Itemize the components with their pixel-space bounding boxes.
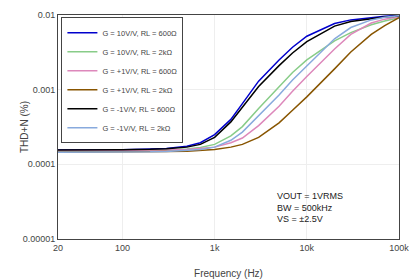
- svg-text:G = -1V/V, RL = 600Ω: G = -1V/V, RL = 600Ω: [102, 105, 175, 114]
- svg-text:THD+N (%): THD+N (%): [19, 101, 30, 153]
- svg-text:20: 20: [53, 243, 63, 253]
- svg-text:10k: 10k: [300, 243, 315, 253]
- svg-text:0.001: 0.001: [33, 85, 56, 95]
- svg-text:Frequency (Hz): Frequency (Hz): [194, 268, 263, 279]
- svg-text:G = +1V/V, RL = 600Ω: G = +1V/V, RL = 600Ω: [102, 67, 177, 76]
- svg-text:100: 100: [115, 243, 130, 253]
- svg-text:VOUT = 1VRMSBW = 500kHzVS = ±2: VOUT = 1VRMSBW = 500kHzVS = ±2.5V: [277, 191, 343, 224]
- svg-text:1k: 1k: [210, 243, 220, 253]
- svg-text:G = 10V/V, RL = 600Ω: G = 10V/V, RL = 600Ω: [102, 29, 177, 38]
- svg-text:G = +1V/V, RL = 2kΩ: G = +1V/V, RL = 2kΩ: [102, 86, 172, 95]
- svg-text:0.01: 0.01: [38, 10, 56, 20]
- svg-text:G = -1V/V, RL = 2kΩ: G = -1V/V, RL = 2kΩ: [102, 124, 170, 133]
- svg-text:0.00001: 0.00001: [23, 234, 56, 244]
- svg-text:0.0001: 0.0001: [28, 159, 56, 169]
- svg-text:100k: 100k: [389, 243, 409, 253]
- svg-text:G = 10V/V, RL = 2kΩ: G = 10V/V, RL = 2kΩ: [102, 48, 172, 57]
